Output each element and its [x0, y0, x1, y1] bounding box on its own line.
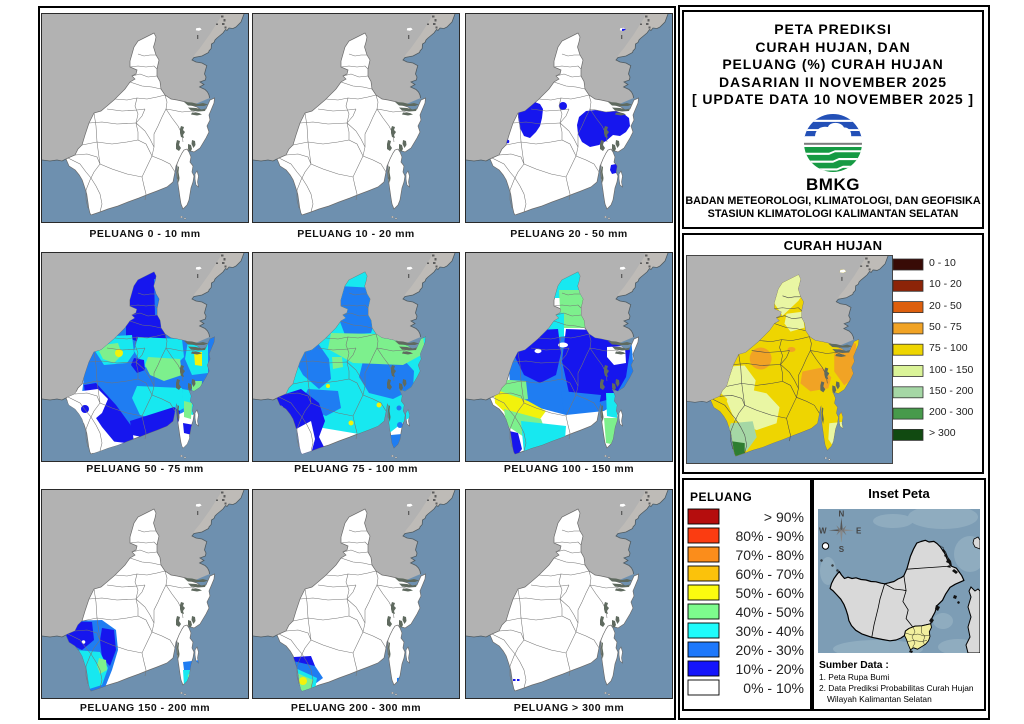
svg-text:W: W: [819, 527, 827, 536]
svg-text:S: S: [839, 545, 845, 554]
svg-text:N: N: [839, 510, 845, 519]
svg-text:E: E: [856, 527, 862, 536]
